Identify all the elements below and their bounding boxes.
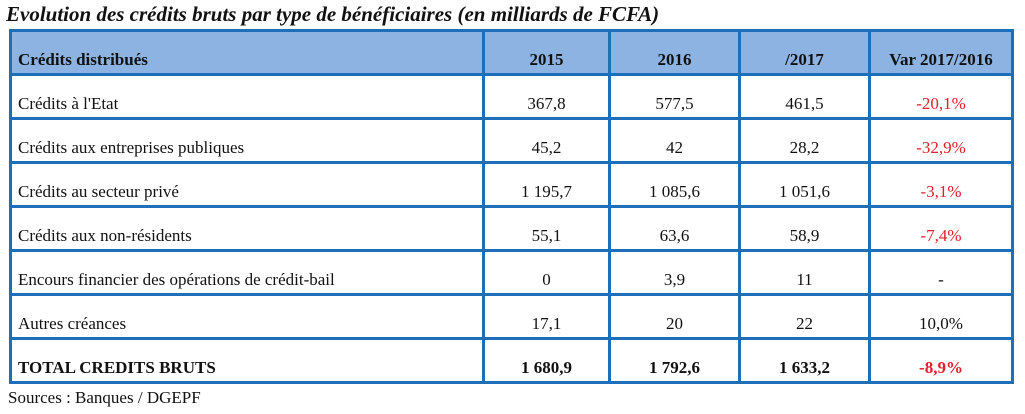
table-row: Encours financier des opérations de créd…: [9, 249, 1014, 296]
cell-2015: 0: [482, 249, 611, 296]
cell-2017: 11: [738, 249, 871, 296]
cell-var: -20,1%: [868, 73, 1014, 120]
table-row: Crédits au secteur privé 1 195,7 1 085,6 1 …: [9, 161, 1014, 208]
row-label: Crédits aux entreprises publiques: [9, 117, 485, 164]
cell-var: 10,0%: [868, 293, 1014, 340]
cell-2017: 28,2: [738, 117, 871, 164]
cell-2017: 1 051,6: [738, 161, 871, 208]
cell-var: -32,9%: [868, 117, 1014, 164]
row-label: Crédits au secteur privé: [9, 161, 485, 208]
table-row: Crédits aux entreprises publiques 45,2 42 2…: [9, 117, 1014, 164]
header-var: Var 2017/2016: [868, 29, 1014, 76]
cell-var: -3,1%: [868, 161, 1014, 208]
cell-2015: 367,8: [482, 73, 611, 120]
cell-2016: 577,5: [608, 73, 741, 120]
cell-2016: 3,9: [608, 249, 741, 296]
header-2015: 2015: [482, 29, 611, 76]
cell-2017: 22: [738, 293, 871, 340]
row-label: TOTAL CREDITS BRUTS: [9, 337, 485, 384]
table-row: Autres créances 17,1 20 22 10,0%: [9, 293, 1014, 340]
cell-2016: 42: [608, 117, 741, 164]
header-label: Crédits distribués: [9, 29, 485, 76]
cell-var: -: [868, 249, 1014, 296]
cell-2015: 1 680,9: [482, 337, 611, 384]
cell-2016: 1 792,6: [608, 337, 741, 384]
total-row: TOTAL CREDITS BRUTS 1 680,9 1 792,6 1 63…: [9, 337, 1014, 384]
cell-var: -8,9%: [868, 337, 1014, 384]
table-row: Crédits aux non-résidents 55,1 63,6 58,9 -7,…: [9, 205, 1014, 252]
cell-2016: 1 085,6: [608, 161, 741, 208]
table-title: Evolution des crédits bruts par type de …: [6, 2, 660, 26]
credits-table: Crédits distribués 2015 2016 /2017 Var 2…: [9, 29, 1014, 384]
row-label: Autres créances: [9, 293, 485, 340]
cell-2015: 45,2: [482, 117, 611, 164]
cell-2017: 58,9: [738, 205, 871, 252]
cell-var: -7,4%: [868, 205, 1014, 252]
cell-2015: 1 195,7: [482, 161, 611, 208]
cell-2015: 55,1: [482, 205, 611, 252]
cell-2016: 63,6: [608, 205, 741, 252]
row-label: Encours financier des opérations de créd…: [9, 249, 485, 296]
cell-2017: 461,5: [738, 73, 871, 120]
cell-2017: 1 633,2: [738, 337, 871, 384]
source-note: Sources : Banques / DGEPF: [8, 388, 201, 407]
header-row: Crédits distribués 2015 2016 /2017 Var 2…: [9, 29, 1014, 76]
header-2016: 2016: [608, 29, 741, 76]
table-row: Crédits à l'Etat 367,8 577,5 461,5 -20,1%: [9, 73, 1014, 120]
row-label: Crédits aux non-résidents: [9, 205, 485, 252]
row-label: Crédits à l'Etat: [9, 73, 485, 120]
cell-2015: 17,1: [482, 293, 611, 340]
header-2017: /2017: [738, 29, 871, 76]
cell-2016: 20: [608, 293, 741, 340]
